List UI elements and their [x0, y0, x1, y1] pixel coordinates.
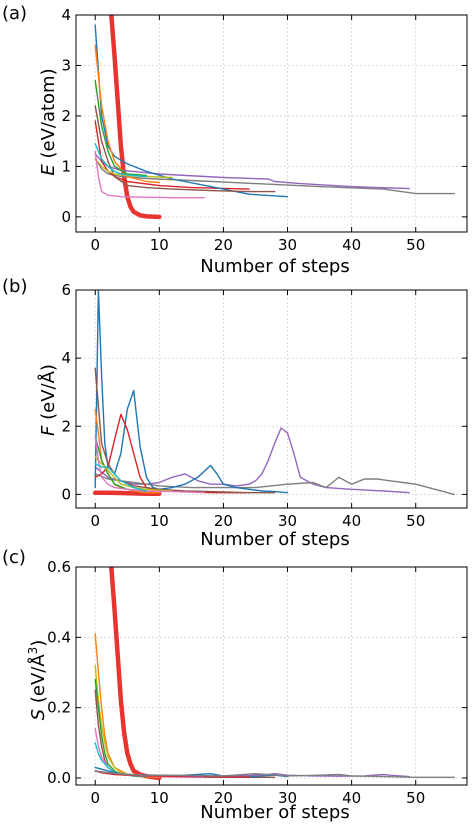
panel-b-x-tick-label: 50 [406, 512, 425, 530]
panel-b-x-tick-label: 10 [150, 512, 169, 530]
panel-a-x-tick-label: 50 [406, 236, 425, 254]
panel-b-series-line-3 [94, 473, 455, 496]
panel-b-force: (b) 0 10 20 30 40 50 0 2 4 6 Number of steps F (e… [2, 276, 468, 550]
panel-c-x-tick-label: 0 [90, 789, 100, 807]
panel-c-series-line-11 [94, 770, 455, 778]
panel-c-frame [75, 566, 468, 786]
panel-b-x-tick-label: 20 [214, 512, 233, 530]
panel-a-series-line-2 [94, 158, 455, 195]
panel-b-y-axis-unit: (eV/Å) [37, 364, 59, 426]
panel-a-grid [76, 14, 467, 232]
panel-a-label: (a) [2, 3, 27, 24]
panel-a-x-tick-label: 0 [90, 236, 100, 254]
panel-b-y-tick-label: 0 [61, 485, 71, 503]
panel-b-y-tick-label: 2 [61, 417, 71, 435]
panel-b-x-axis-label: Number of steps [200, 529, 349, 550]
panel-a-x-tick-label: 10 [150, 236, 169, 254]
panel-c-y-tick-label: 0.6 [47, 558, 71, 576]
panel-c-x-tick-label: 20 [214, 789, 233, 807]
panel-a-y-tick-label: 2 [61, 107, 71, 125]
panel-b-series-line-9 [94, 456, 173, 492]
panel-b-y-axis-symbol: F [38, 425, 59, 436]
panel-b-x-tick-label: 30 [278, 512, 297, 530]
panel-c-y-axis-symbol: S [28, 709, 49, 720]
panel-b-plot-area: 0 10 20 30 40 50 0 2 4 6 [61, 281, 468, 530]
panel-b-x-tick-label: 0 [90, 512, 100, 530]
panel-c-x-tick-label: 30 [278, 789, 297, 807]
panel-c-x-axis-label: Number of steps [200, 802, 349, 823]
panel-a-series-line-11 [94, 142, 148, 178]
panel-c-grid [76, 566, 467, 785]
panel-c-x-tick-label: 40 [342, 789, 361, 807]
panel-c-y-tick-label: 0.2 [47, 699, 71, 717]
panel-a-y-axis-symbol: E [38, 164, 59, 176]
panel-c-y-axis-label: S (eV/Å3) [26, 640, 49, 721]
panel-a-x-axis-label: Number of steps [200, 256, 349, 277]
panel-c-y-tick-label: 0.0 [47, 769, 71, 787]
panel-a-x-tick-label: 20 [214, 236, 233, 254]
panel-a-frame [75, 14, 468, 233]
panel-a-y-axis-label: E (eV/atom) [38, 68, 59, 175]
panel-b-series-line-1 [92, 490, 162, 496]
panel-b-y-tick-label: 4 [61, 349, 71, 367]
panel-b-series-line-11 [94, 463, 148, 492]
panel-b-label: (b) [2, 276, 27, 297]
panel-a-series-line-7 [94, 44, 161, 184]
panel-b-frame [75, 289, 468, 509]
panel-b-series-line-4 [94, 290, 289, 494]
panel-c-x-tick-label: 10 [150, 789, 169, 807]
panel-a-x-tick-label: 40 [342, 236, 361, 254]
panel-a-y-axis-unit: (eV/atom) [38, 68, 59, 164]
panel-a-x-tick-label: 30 [278, 236, 297, 254]
panel-c-stress: (c) 0 10 20 30 40 50 0.0 0.2 0.4 0.6 Number of st… [2, 547, 468, 823]
panel-a-energy: (a) 0 10 20 30 40 50 0 1 2 3 4 Number of steps E (… [2, 3, 468, 277]
panel-c-plot-area: 0 10 20 30 40 50 0.0 0.2 0.4 0.6 [47, 558, 468, 807]
panel-a-y-tick-label: 3 [61, 56, 71, 74]
panel-a-series-line-6 [94, 105, 276, 193]
panel-c-y-tick-label: 0.4 [47, 628, 71, 646]
panel-c-y-axis-unit: (eV/Å [27, 654, 49, 709]
panel-b-y-tick-label: 6 [61, 281, 71, 299]
panel-a-y-tick-label: 1 [61, 157, 71, 175]
panel-c-y-axis-superscript: 3 [26, 647, 40, 655]
panel-c-x-tick-label: 50 [406, 789, 425, 807]
panel-a-y-tick-label: 4 [61, 6, 71, 24]
panel-b-series-group [92, 290, 455, 496]
panel-a-series-line-8 [94, 79, 148, 177]
panel-b-series-line-6 [94, 367, 276, 494]
panel-c-label: (c) [2, 547, 26, 568]
panel-c-series-group [94, 567, 455, 781]
panel-a-y-tick-label: 0 [61, 208, 71, 226]
panel-c-series-line-1 [109, 567, 162, 781]
panel-b-x-tick-label: 40 [342, 512, 361, 530]
panel-a-series-group [94, 15, 455, 220]
panel-c-y-axis-close: ) [28, 640, 49, 647]
panel-b-y-axis-label: F (eV/Å) [37, 364, 59, 436]
panel-a-series-line-10 [94, 150, 205, 199]
panel-a-plot-area: 0 10 20 30 40 50 0 1 2 3 4 [61, 6, 468, 254]
panel-a-series-line-4 [94, 120, 250, 190]
